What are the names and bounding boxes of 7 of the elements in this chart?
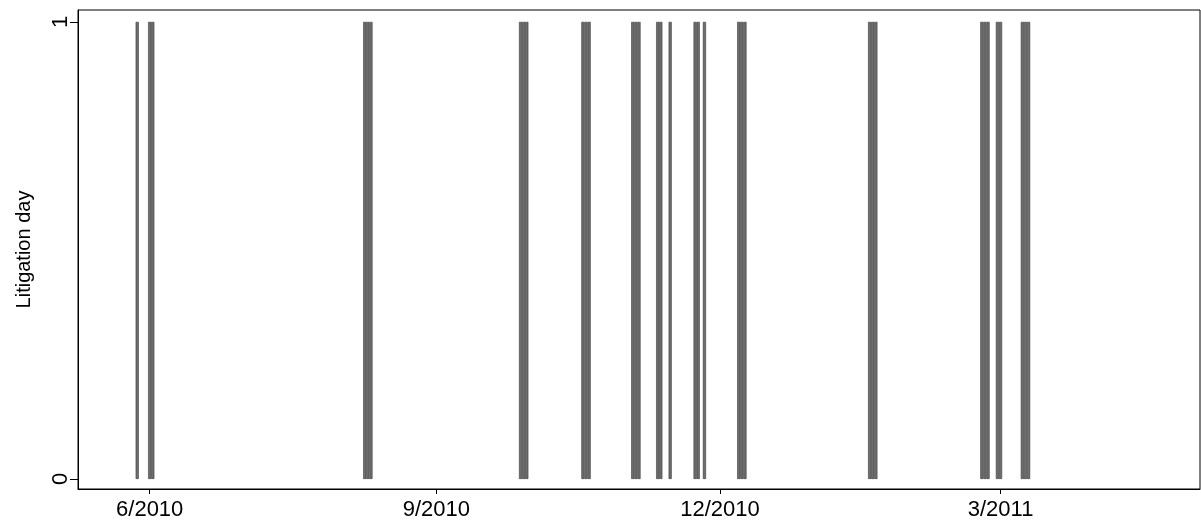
x-tick-label: 6/2010 bbox=[116, 495, 184, 521]
x-tick-label: 12/2010 bbox=[680, 495, 760, 521]
y-tick-label: 0 bbox=[46, 472, 72, 486]
y-axis-title: Litigation day bbox=[12, 190, 34, 309]
y-tick-label: 1 bbox=[46, 15, 72, 29]
x-tick-label: 3/2011 bbox=[967, 495, 1034, 521]
x-tick-label: 9/2010 bbox=[402, 495, 471, 521]
